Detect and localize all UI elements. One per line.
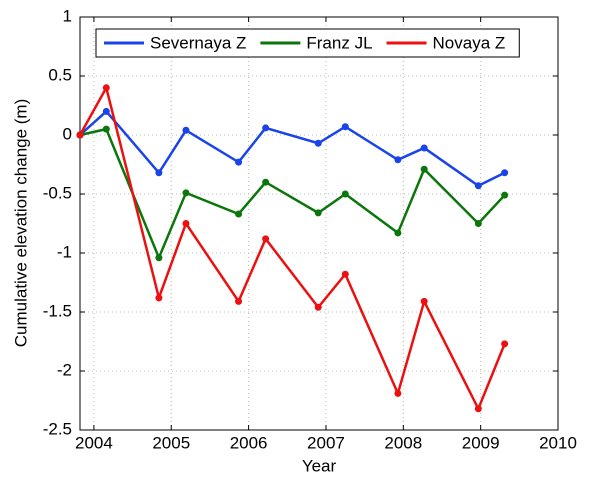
legend-label: Severnaya Z [150, 33, 246, 52]
legend-label: Novaya Z [433, 33, 506, 52]
x-tick-label: 2009 [462, 433, 500, 452]
data-point [262, 178, 270, 186]
data-point [314, 209, 322, 217]
y-tick-label: -1 [57, 242, 72, 261]
data-point [394, 229, 402, 237]
y-axis-label: Cumulative elevation change (m) [11, 99, 30, 348]
y-tick-label: 0 [63, 124, 72, 143]
y-tick-label: -2 [57, 360, 72, 379]
data-point [474, 405, 482, 413]
x-tick-label: 2010 [539, 433, 577, 452]
y-tick-label: 1 [63, 6, 72, 25]
x-axis-label: Year [302, 456, 337, 475]
legend-box [95, 28, 520, 58]
data-point [341, 270, 349, 278]
x-tick-label: 2006 [230, 433, 268, 452]
data-point [420, 297, 428, 305]
legend: Severnaya Z Franz JL Novaya Z [95, 28, 520, 58]
data-point [420, 144, 428, 152]
data-point [501, 169, 509, 177]
data-point [235, 210, 243, 218]
data-point [341, 123, 349, 131]
y-tick-label: -1.5 [43, 301, 72, 320]
y-tick-label: -0.5 [43, 183, 72, 202]
data-point [501, 191, 509, 199]
x-tick-label: 2008 [384, 433, 422, 452]
data-point [474, 220, 482, 227]
data-point [420, 165, 428, 173]
data-point [394, 389, 402, 397]
series-line [79, 109, 506, 188]
data-point [155, 169, 163, 177]
data-point [235, 158, 243, 166]
data-point [474, 182, 482, 190]
series-line [79, 127, 506, 261]
axes-box [79, 16, 559, 431]
data-point [235, 297, 243, 305]
y-tick-label: 0.5 [48, 65, 72, 84]
legend-label: Franz JL [306, 33, 372, 52]
data-point [102, 84, 110, 92]
data-point [341, 190, 349, 198]
data-point [501, 340, 509, 348]
data-point [76, 131, 84, 139]
data-point [102, 125, 110, 133]
data-point [314, 139, 322, 147]
x-tick-label: 2007 [307, 433, 345, 452]
plot-area [80, 17, 558, 430]
data-point [102, 107, 110, 115]
x-tick-label: 2004 [75, 433, 113, 452]
x-tick-label: 2005 [152, 433, 190, 452]
data-point [262, 235, 270, 243]
data-point [182, 126, 190, 134]
data-point [314, 303, 322, 311]
data-point [155, 254, 163, 262]
data-point [182, 189, 190, 197]
data-point [262, 124, 270, 132]
series-line [78, 84, 506, 412]
y-tick-label: -2.5 [43, 419, 72, 438]
data-point [182, 220, 190, 227]
data-point [394, 156, 402, 164]
data-point [155, 294, 163, 302]
